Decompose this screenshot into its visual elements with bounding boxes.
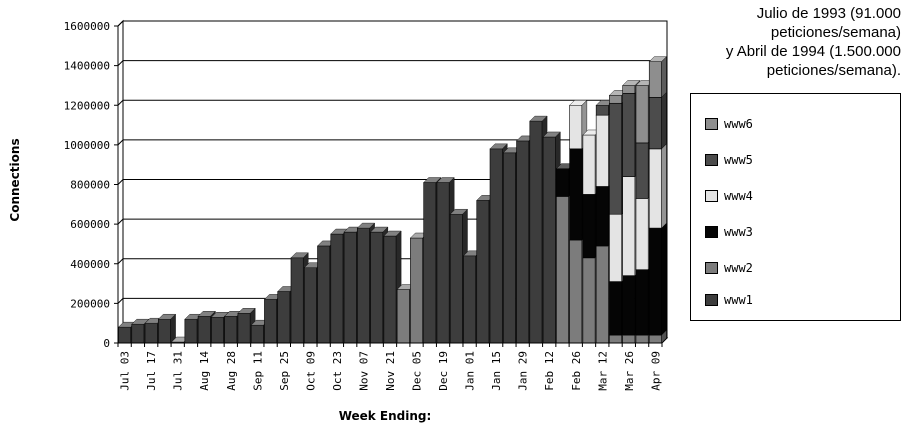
x-tick-label: Feb 12 [543,351,556,391]
caption-line-1: Julio de 1993 (91.000 [756,5,901,22]
x-tick-label: Jan 01 [464,351,477,391]
grid-line-side [117,60,124,66]
grid-line-side [117,258,124,265]
bar-segment-www1 [157,313,177,344]
bar-segment-www6 [648,56,667,98]
y-tick-label: 800000 [70,179,110,192]
x-tick-label: Jan 29 [517,351,530,391]
legend-item-www2: www2 [705,260,753,276]
x-tick-label: Jul 17 [145,351,158,391]
legend-item-www4: www4 [705,188,753,204]
legend-swatch-www4 [705,190,718,202]
x-tick-label: Jul 31 [172,351,185,391]
x-tick-label: Oct 09 [304,351,317,391]
legend-label-www1: www1 [724,293,753,307]
bar-segment-www1 [383,230,402,344]
grid-line-side [117,179,124,185]
y-tick-label: 200000 [70,297,110,310]
bar-segment-www5 [648,91,667,150]
x-tick-labels: Jul 03 Jul 17 Jul 31 Aug 14 Aug 28 Sep 11 Sep … [119,351,663,391]
x-tick-label: Sep 11 [251,351,264,391]
x-tick-label: Dec 19 [437,351,450,391]
grid-line-side [117,139,124,146]
caption-line-4: peticiones/semana). [766,62,901,79]
legend-label-www3: www3 [724,225,753,239]
x-tick-label: Mar 12 [596,351,609,391]
x-tick-label: Feb 26 [570,351,583,391]
grid-line-side [117,20,124,27]
legend-item-www3: www3 [705,224,753,240]
legend-label-www2: www2 [724,261,753,275]
x-tick-label: Aug 14 [198,351,211,391]
legend-swatch-www5 [705,154,718,166]
bar-segment-www3 [648,222,667,336]
x-tick-label: Aug 28 [225,351,238,391]
legend-swatch-www2 [705,262,718,274]
x-tick-label: Dec 05 [411,351,424,391]
legend-swatch-www1 [705,294,718,306]
legend-swatch-www6 [705,118,718,130]
legend-label-www4: www4 [724,189,753,203]
legend-item-www6: www6 [705,116,753,132]
y-axis-label: Connections [8,138,22,221]
legend-swatch-www3 [705,226,718,238]
grid-line-side [117,218,124,225]
caption: Julio de 1993 (91.000 peticiones/semana)… [601,4,901,80]
x-tick-label: Oct 23 [331,351,344,391]
caption-line-3: y Abril de 1994 (1.500.000 [725,43,901,60]
x-tick-label: Nov 07 [357,351,370,391]
legend-item-www5: www5 [705,152,753,168]
y-tick-labels: 0 200000 400000 600000 800000 1000000 1200000 1… [64,20,110,350]
grid-line-side [117,99,124,106]
y-tick-label: 0 [103,337,110,350]
y-tick-label: 400000 [70,258,110,271]
x-tick-label: Jul 03 [119,351,132,391]
legend-label-www5: www5 [724,153,753,167]
caption-line-2: peticiones/semana) [770,24,901,41]
y-tick-label: 1000000 [64,139,110,152]
legend: www6 www5 www4 www3 www2 www1 [690,93,901,321]
x-tick-label: Sep 25 [278,351,291,391]
x-tick-label: Nov 21 [384,351,397,391]
x-axis-label: Week Ending: [339,409,432,423]
y-tick-label: 1400000 [64,60,110,73]
axes [114,25,663,347]
y-tick-label: 600000 [70,218,110,231]
grid-line-side [117,298,124,304]
legend-item-www1: www1 [705,292,753,308]
bar-segment-www4 [648,143,667,229]
legend-label-www6: www6 [724,117,753,131]
bars [118,56,667,344]
x-tick-label: Jan 15 [490,351,503,391]
x-tick-label: Mar 26 [623,351,636,391]
y-tick-label: 1600000 [64,20,110,33]
x-tick-label: Apr 09 [649,351,662,391]
y-tick-label: 1200000 [64,99,110,112]
